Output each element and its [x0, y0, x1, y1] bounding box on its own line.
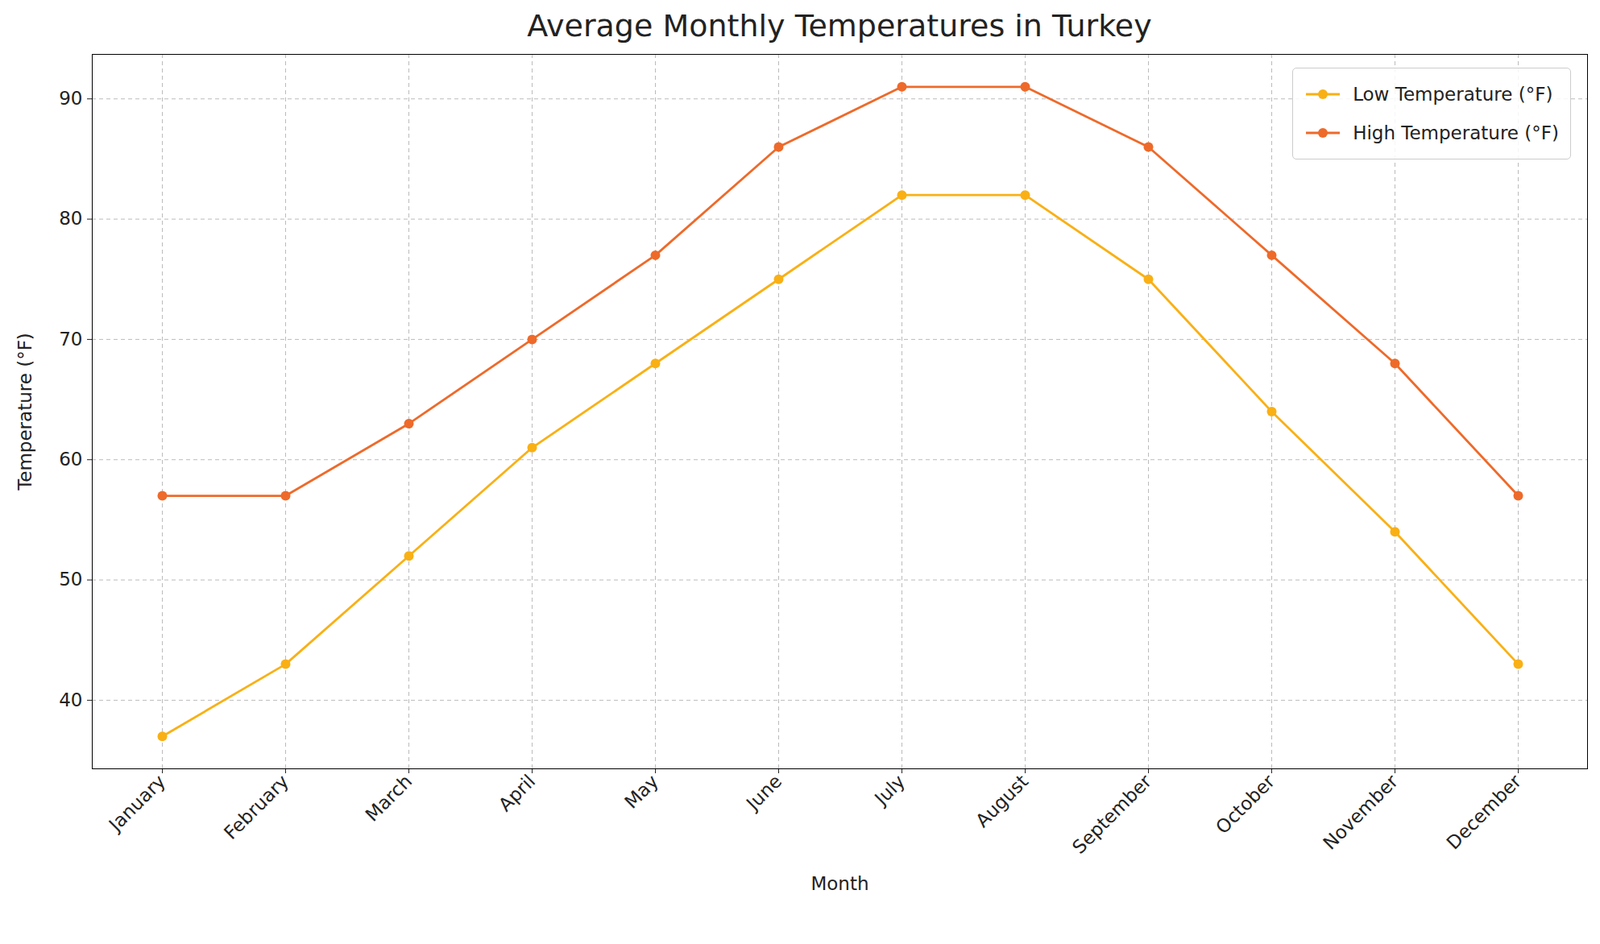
svg-text:December: December: [1442, 770, 1526, 854]
svg-text:February: February: [219, 770, 293, 844]
svg-text:80: 80: [58, 207, 83, 229]
svg-text:Month: Month: [810, 873, 869, 895]
svg-text:40: 40: [58, 689, 83, 711]
html-text:Average Monthly Temperatures i: Average Monthly Temperatures in Turkey: [527, 8, 1152, 44]
svg-text:April: April: [494, 770, 540, 817]
svg-text:August: August: [971, 770, 1033, 832]
svg-text:May: May: [620, 770, 663, 813]
svg-text:March: March: [360, 770, 416, 826]
svg-text:June: June: [741, 770, 786, 816]
svg-text:90: 90: [58, 87, 83, 109]
svg-text:November: November: [1318, 770, 1402, 854]
html-text:Low Temperature (°F): Low Temperature (°F): [1352, 83, 1553, 105]
svg-text:60: 60: [58, 448, 83, 470]
svg-text:70: 70: [58, 328, 83, 350]
svg-text:October: October: [1211, 770, 1280, 838]
svg-text:January: January: [103, 770, 170, 837]
svg-text:September: September: [1068, 770, 1157, 859]
svg-text:July: July: [869, 770, 909, 811]
html-text:High Temperature (°F): High Temperature (°F): [1352, 122, 1559, 144]
svg-text:Temperature (°F): Temperature (°F): [14, 332, 36, 492]
svg-text:50: 50: [58, 568, 83, 590]
